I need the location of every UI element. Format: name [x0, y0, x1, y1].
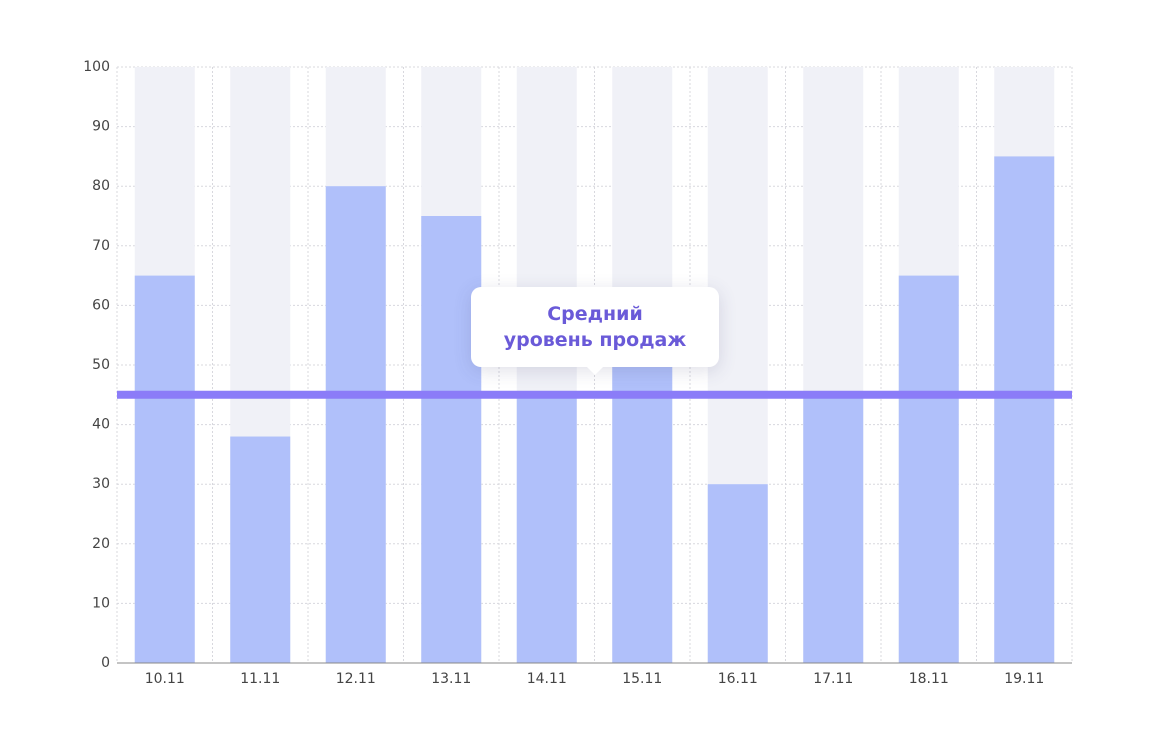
annotation: Средний уровень продаж	[471, 287, 719, 375]
y-tick-label: 20	[92, 536, 110, 552]
y-tick-label: 40	[92, 417, 110, 433]
bar	[134, 275, 195, 663]
bar	[803, 394, 864, 663]
x-tick-label: 12.11	[336, 671, 376, 687]
bar	[898, 275, 959, 663]
y-tick-label: 60	[92, 297, 110, 313]
bar	[516, 394, 577, 663]
x-tick-label: 15.11	[622, 671, 662, 687]
y-tick-label: 0	[101, 655, 110, 671]
y-tick-label: 80	[92, 178, 110, 194]
bar	[612, 335, 673, 663]
bar	[707, 484, 768, 663]
bar	[325, 186, 386, 663]
bar	[994, 156, 1055, 663]
x-tick-label: 19.11	[1004, 671, 1044, 687]
y-tick-label: 100	[83, 59, 110, 75]
bar	[230, 436, 291, 663]
x-tick-label: 13.11	[431, 671, 471, 687]
x-tick-label: 10.11	[145, 671, 185, 687]
y-tick-label: 70	[92, 238, 110, 254]
y-tick-label: 50	[92, 357, 110, 373]
x-tick-label: 18.11	[909, 671, 949, 687]
x-tick-label: 17.11	[813, 671, 853, 687]
x-tick-label: 14.11	[527, 671, 567, 687]
x-tick-label: 11.11	[240, 671, 280, 687]
y-tick-label: 30	[92, 476, 110, 492]
y-tick-label: 10	[92, 595, 110, 611]
x-tick-label: 16.11	[718, 671, 758, 687]
bar	[421, 216, 482, 663]
y-tick-label: 90	[92, 119, 110, 135]
